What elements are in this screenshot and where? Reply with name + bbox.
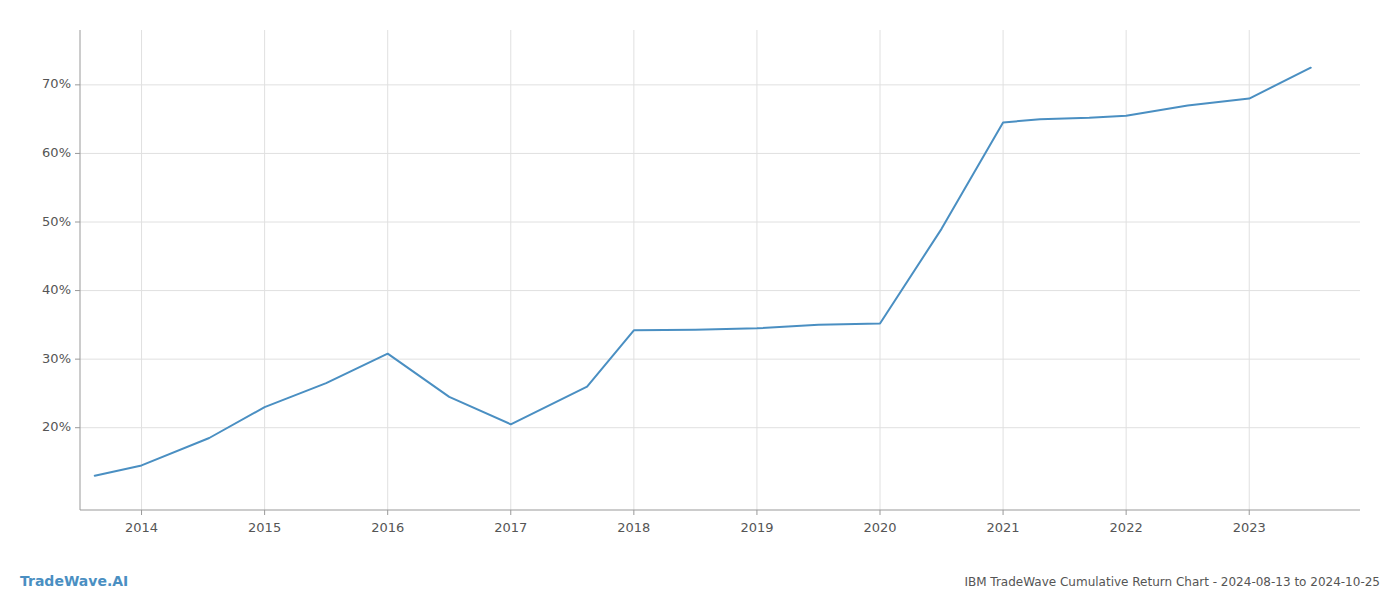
x-tick xyxy=(1126,510,1127,515)
x-tick xyxy=(756,510,757,515)
x-grid-line xyxy=(1126,30,1127,510)
grid xyxy=(80,30,1360,510)
x-grid-line xyxy=(264,30,265,510)
x-tick xyxy=(880,510,881,515)
x-tick-label: 2018 xyxy=(617,520,650,535)
y-tick xyxy=(75,427,80,428)
x-tick xyxy=(141,510,142,515)
y-grid-line xyxy=(80,153,1360,154)
x-tick-label: 2015 xyxy=(248,520,281,535)
plot-area xyxy=(95,68,1311,476)
x-tick xyxy=(1249,510,1250,515)
title: IBM TradeWave Cumulative Return Chart - … xyxy=(964,575,1380,589)
y-tick-label: 70% xyxy=(42,76,71,91)
chart: 20% 30% 40% 50% 60% 70% 2014 2015 2016 2017 2018 20… xyxy=(0,0,1400,600)
y-tick-label: 20% xyxy=(42,419,71,434)
watermark: TradeWave.AI xyxy=(20,573,128,589)
x-tick xyxy=(633,510,634,515)
y-axis-line xyxy=(80,30,81,510)
y-tick-label: 30% xyxy=(42,351,71,366)
y-tick-label: 60% xyxy=(42,145,71,160)
x-grid-line xyxy=(387,30,388,510)
x-tick-label: 2019 xyxy=(740,520,773,535)
y-grid-line xyxy=(80,427,1360,428)
x-tick-label: 2017 xyxy=(494,520,527,535)
x-grid-line xyxy=(1003,30,1004,510)
x-axis-line xyxy=(80,510,1360,511)
x-tick-label: 2022 xyxy=(1110,520,1143,535)
x-tick-label: 2014 xyxy=(125,520,158,535)
x-grid-line xyxy=(510,30,511,510)
x-grid-line xyxy=(633,30,634,510)
chart-container: 20% 30% 40% 50% 60% 70% 2014 2015 2016 2017 2018 20… xyxy=(0,0,1400,600)
line xyxy=(95,68,1311,476)
y-grid-line xyxy=(80,84,1360,85)
x-tick-label: 2021 xyxy=(987,520,1020,535)
x-tick xyxy=(264,510,265,515)
x-tick xyxy=(387,510,388,515)
x-grid-line xyxy=(1249,30,1250,510)
y-grid-line xyxy=(80,359,1360,360)
x-tick xyxy=(510,510,511,515)
y-grid-line xyxy=(80,290,1360,291)
y-tick-label: 50% xyxy=(42,214,71,229)
y-tick xyxy=(75,222,80,223)
y-tick xyxy=(75,153,80,154)
x-tick-label: 2023 xyxy=(1233,520,1266,535)
x-tick-label: 2020 xyxy=(863,520,896,535)
y-tick xyxy=(75,84,80,85)
x-grid-line xyxy=(756,30,757,510)
y-tick-label: 40% xyxy=(42,282,71,297)
y-tick xyxy=(75,290,80,291)
y-tick xyxy=(75,359,80,360)
x-grid-line xyxy=(880,30,881,510)
x-grid-line xyxy=(141,30,142,510)
x-tick xyxy=(1003,510,1004,515)
axes: 20% 30% 40% 50% 60% 70% 2014 2015 2016 2017 2018 20… xyxy=(42,30,1360,535)
x-tick-label: 2016 xyxy=(371,520,404,535)
y-grid-line xyxy=(80,222,1360,223)
